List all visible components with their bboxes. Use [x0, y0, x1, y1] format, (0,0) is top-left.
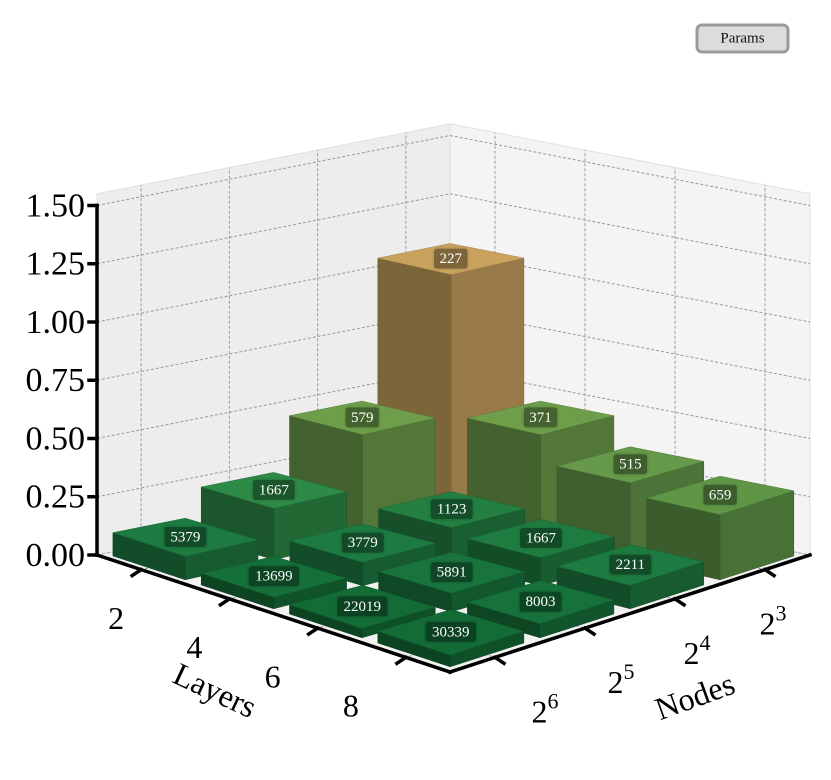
nodes-axis-title: Nodes	[650, 665, 739, 727]
value-label: 30339	[432, 624, 470, 640]
z-tick-label: 1.25	[26, 246, 86, 283]
nodes-tick-base: 2	[760, 606, 776, 642]
z-tick-label: 0.50	[26, 420, 86, 457]
value-label-box	[432, 246, 470, 271]
nodes-tick-exponent: 5	[624, 659, 635, 684]
nodes-tick-label: 23	[760, 601, 787, 642]
z-tick-label: 1.50	[26, 187, 86, 224]
value-label-box	[607, 552, 654, 577]
value-label-box	[517, 526, 564, 551]
value-label-box	[250, 477, 297, 502]
layers-tick-label: 2	[108, 600, 124, 636]
z-tick-label: 1.00	[26, 304, 86, 341]
value-label-box	[162, 524, 209, 549]
value-label: 5891	[437, 565, 467, 581]
nodes-tick	[672, 596, 687, 608]
nodes-tick-label: 24	[684, 630, 711, 671]
value-label: 8003	[526, 594, 556, 610]
legend: Params	[695, 23, 790, 54]
value-label: 659	[709, 487, 732, 503]
value-label-box	[335, 594, 390, 619]
nodes-tick-exponent: 3	[776, 601, 787, 626]
value-label-box	[343, 405, 382, 430]
value-label: 1667	[259, 482, 290, 498]
nodes-tick	[492, 654, 507, 666]
legend-text: Params	[720, 30, 764, 46]
value-label: 3779	[348, 535, 378, 551]
z-tick-label: 0.75	[26, 362, 86, 399]
nodes-tick-label: 25	[608, 659, 635, 700]
nodes-axis	[447, 552, 813, 675]
layers-tick	[306, 625, 321, 637]
value-label: 515	[619, 457, 642, 473]
value-label: 22019	[344, 599, 382, 615]
layers-tick-label: 6	[265, 658, 281, 694]
layers-tick	[394, 654, 409, 666]
value-label-box	[428, 497, 475, 522]
value-label-box	[428, 560, 475, 585]
value-label-box	[521, 405, 560, 430]
value-label-box	[701, 482, 739, 507]
nodes-tick-exponent: 4	[700, 630, 711, 655]
nodes-tick-base: 2	[532, 694, 548, 730]
nodes-tick-label: 26	[532, 688, 559, 729]
value-label: 1667	[526, 530, 557, 546]
value-label-box	[339, 530, 386, 555]
value-label-box	[611, 452, 650, 477]
value-label: 227	[440, 251, 463, 267]
value-label: 579	[351, 410, 374, 426]
nodes-tick	[762, 567, 777, 579]
layers-axis	[94, 552, 453, 675]
grid-line	[449, 193, 811, 265]
layers-axis-title: Layers	[168, 655, 262, 724]
legend-box	[695, 23, 790, 54]
layers-tick	[129, 567, 144, 579]
layers-tick-label: 8	[343, 688, 359, 724]
z-tick-label: 0.00	[26, 537, 86, 574]
nodes-tick-base: 2	[684, 635, 700, 671]
value-label-box	[517, 589, 564, 614]
nodes-tick	[582, 625, 597, 637]
layers-tick	[217, 596, 232, 608]
nodes-tick-base: 2	[608, 664, 624, 700]
nodes-tick-exponent: 6	[548, 688, 559, 713]
value-label: 371	[529, 410, 552, 426]
value-label: 13699	[255, 569, 293, 585]
grid-line	[449, 135, 811, 206]
value-label-box	[423, 619, 479, 644]
layers-tick-label: 4	[186, 629, 202, 665]
value-label: 2211	[616, 557, 645, 573]
z-tick-label: 0.25	[26, 479, 86, 516]
value-label: 5379	[170, 529, 200, 545]
value-label: 1123	[437, 502, 466, 518]
value-label-box	[246, 564, 302, 589]
